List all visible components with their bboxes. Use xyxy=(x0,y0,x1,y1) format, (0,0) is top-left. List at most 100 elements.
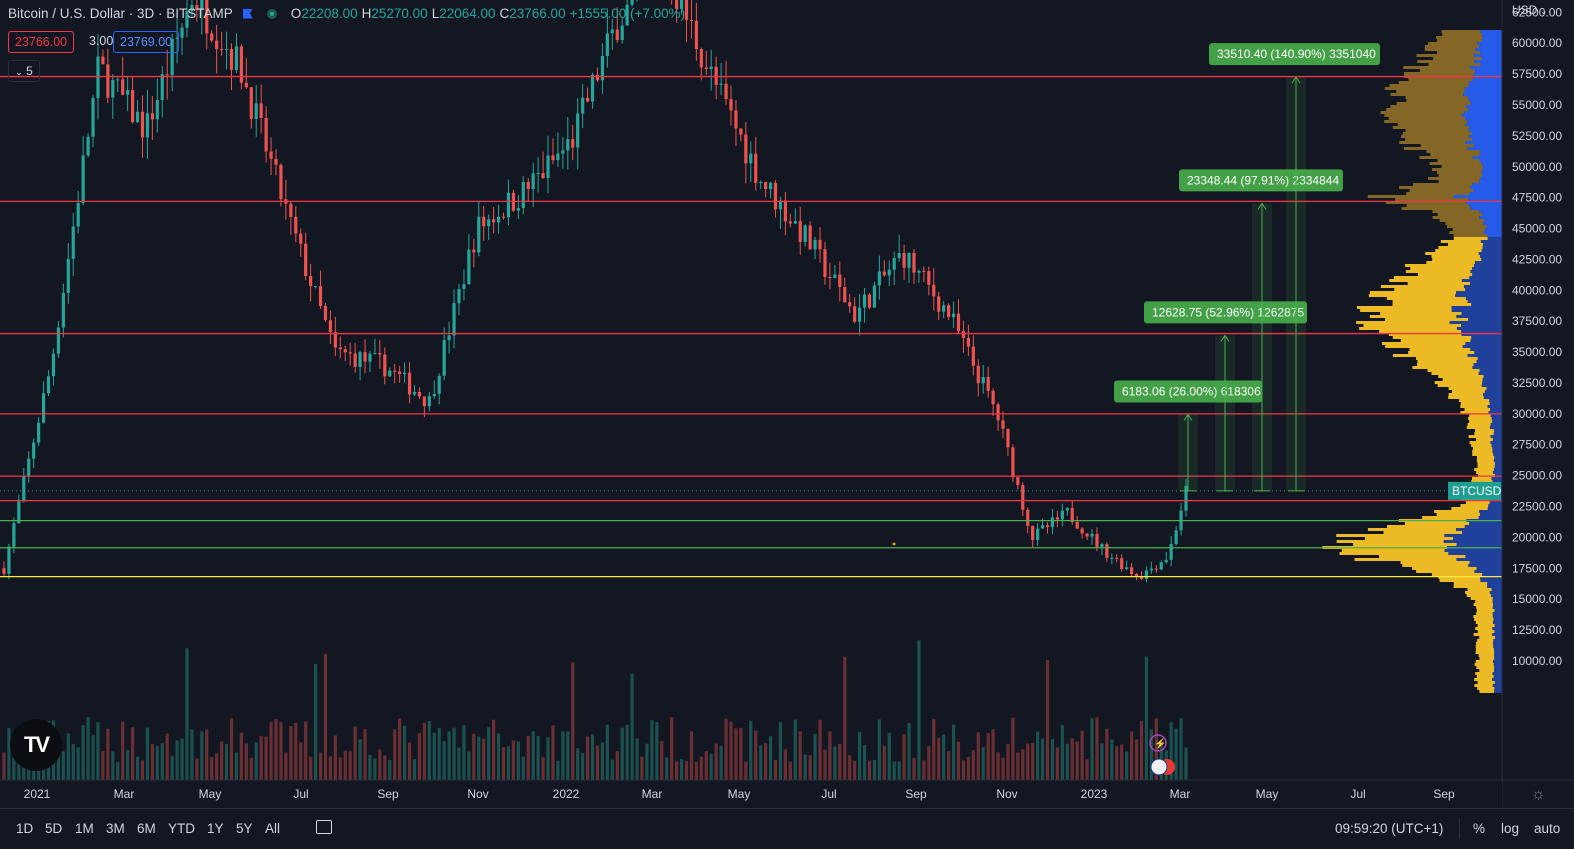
close-key: C xyxy=(499,6,510,21)
event-markers[interactable]: ⚡ xyxy=(892,542,1176,776)
percent-toggle[interactable]: % xyxy=(1473,821,1486,836)
flag-us-icon[interactable] xyxy=(1150,758,1168,776)
profile-row xyxy=(1424,45,1480,48)
profile-row xyxy=(1460,402,1490,405)
measure-label-bg[interactable] xyxy=(1144,301,1307,324)
flag-icon[interactable] xyxy=(242,8,253,19)
candle-body xyxy=(1129,567,1134,574)
volume-bar xyxy=(1174,728,1178,780)
candle-body xyxy=(1001,420,1005,429)
candle-body xyxy=(116,79,120,81)
profile-row xyxy=(1399,186,1470,189)
volume-bar xyxy=(1070,738,1074,780)
profile-row xyxy=(1476,612,1493,615)
timeframe-1y[interactable]: 1Y xyxy=(207,821,224,836)
candle-body xyxy=(412,391,417,395)
profile-row xyxy=(1400,339,1471,342)
volume-bar xyxy=(220,741,224,780)
profile-row-up xyxy=(1481,258,1502,261)
volume-bar xyxy=(1100,743,1104,780)
profile-row xyxy=(1479,669,1495,672)
candle-body xyxy=(754,153,758,183)
volume-bar xyxy=(462,725,466,780)
profile-row xyxy=(1476,459,1494,462)
volume-bar xyxy=(882,745,886,780)
candle-body xyxy=(1085,533,1089,537)
volume-bar xyxy=(561,731,565,780)
profile-row-up xyxy=(1492,684,1502,687)
volume-bar xyxy=(808,755,812,780)
profile-row xyxy=(1437,213,1483,216)
auto-toggle[interactable]: auto xyxy=(1534,821,1561,836)
candle-body xyxy=(1055,517,1060,520)
candle-body xyxy=(600,55,605,81)
volume-bar xyxy=(249,757,253,780)
tradingview-logo[interactable]: TV xyxy=(10,719,62,771)
volume-bar xyxy=(363,729,367,780)
profile-row xyxy=(1478,654,1495,657)
profile-row-up xyxy=(1486,387,1502,390)
volume-bar xyxy=(1144,656,1149,780)
symbol-title[interactable]: Bitcoin / U.S. Dollar · 3D · BITSTAMP xyxy=(8,6,233,21)
volume-bar xyxy=(492,719,496,780)
timeframe-all[interactable]: All xyxy=(265,821,281,836)
timeframe-1m[interactable]: 1M xyxy=(75,821,94,836)
profile-row xyxy=(1408,78,1474,81)
candle-body xyxy=(981,377,985,384)
candle-body xyxy=(150,113,154,120)
volume-bar xyxy=(254,742,258,780)
profile-row-up xyxy=(1468,564,1502,567)
indicators-toggle[interactable]: ⌄ 5 xyxy=(8,60,40,82)
candle-body xyxy=(363,352,367,362)
measurement-tools[interactable]: 6183.06 (26.00%) 618306 12628.75 (52.96%)… xyxy=(1114,43,1380,492)
timeframe-5y[interactable]: 5Y xyxy=(236,821,253,836)
profile-row xyxy=(1439,579,1481,582)
measure-label-bg[interactable] xyxy=(1179,169,1343,192)
time-axis[interactable]: 2021 Mar May Jul Sep Nov 2022 Mar May Jul Sep Nov 20… xyxy=(0,779,1574,808)
volume-bar xyxy=(1031,743,1035,780)
profile-row-up xyxy=(1479,150,1502,153)
profile-row xyxy=(1436,51,1481,54)
volume-bar xyxy=(294,722,298,780)
price-axis[interactable]: 67500.0065000.0062500.0060000.0057500.00… xyxy=(1501,0,1574,808)
volume-bar xyxy=(1149,729,1153,780)
volume-bar xyxy=(175,740,179,780)
price-chart[interactable]: 57300.0047200.0036500.0030000.0024962.53… xyxy=(0,0,1574,808)
timeframe-ytd[interactable]: YTD xyxy=(168,821,195,836)
timeframe-1d[interactable]: 1D xyxy=(16,821,34,836)
gear-icon[interactable]: ☼ xyxy=(1531,786,1546,803)
profile-row-up xyxy=(1487,234,1502,237)
time-tick-label: May xyxy=(1256,787,1279,801)
profile-row xyxy=(1436,513,1481,516)
candle-body xyxy=(1174,530,1178,544)
profile-row xyxy=(1473,633,1493,636)
low-key: L xyxy=(431,6,440,21)
clock-display[interactable]: 09:59:20 (UTC+1) xyxy=(1335,821,1444,836)
profile-row-up xyxy=(1492,660,1502,663)
candle-body xyxy=(1040,525,1045,529)
volume-bar xyxy=(843,656,847,780)
buy-button[interactable]: 23769.00 xyxy=(113,31,180,53)
volume-bar xyxy=(853,760,857,780)
profile-row-up xyxy=(1479,159,1502,162)
volume-bar xyxy=(798,731,802,780)
calendar-icon[interactable] xyxy=(316,820,332,834)
volume-bar xyxy=(264,736,268,780)
candle-body xyxy=(244,82,248,88)
currency-selector[interactable]: USD ⌄ xyxy=(1512,3,1547,17)
timeframe-6m[interactable]: 6M xyxy=(137,821,156,836)
candle-body xyxy=(764,182,768,190)
profile-row-up xyxy=(1476,360,1502,363)
log-toggle[interactable]: log xyxy=(1501,821,1520,836)
timeframe-3m[interactable]: 3M xyxy=(106,821,125,836)
profile-row xyxy=(1475,660,1493,663)
sell-button[interactable]: 23766.00 xyxy=(8,31,75,53)
profile-row-up xyxy=(1486,225,1502,228)
measure-label-bg[interactable] xyxy=(1209,43,1380,66)
profile-row xyxy=(1412,567,1477,570)
profile-row-up xyxy=(1464,111,1502,114)
volume-bar xyxy=(833,746,837,780)
candle-body xyxy=(759,182,763,184)
timeframe-5d[interactable]: 5D xyxy=(45,821,63,836)
lightning-icon[interactable] xyxy=(1149,734,1167,752)
